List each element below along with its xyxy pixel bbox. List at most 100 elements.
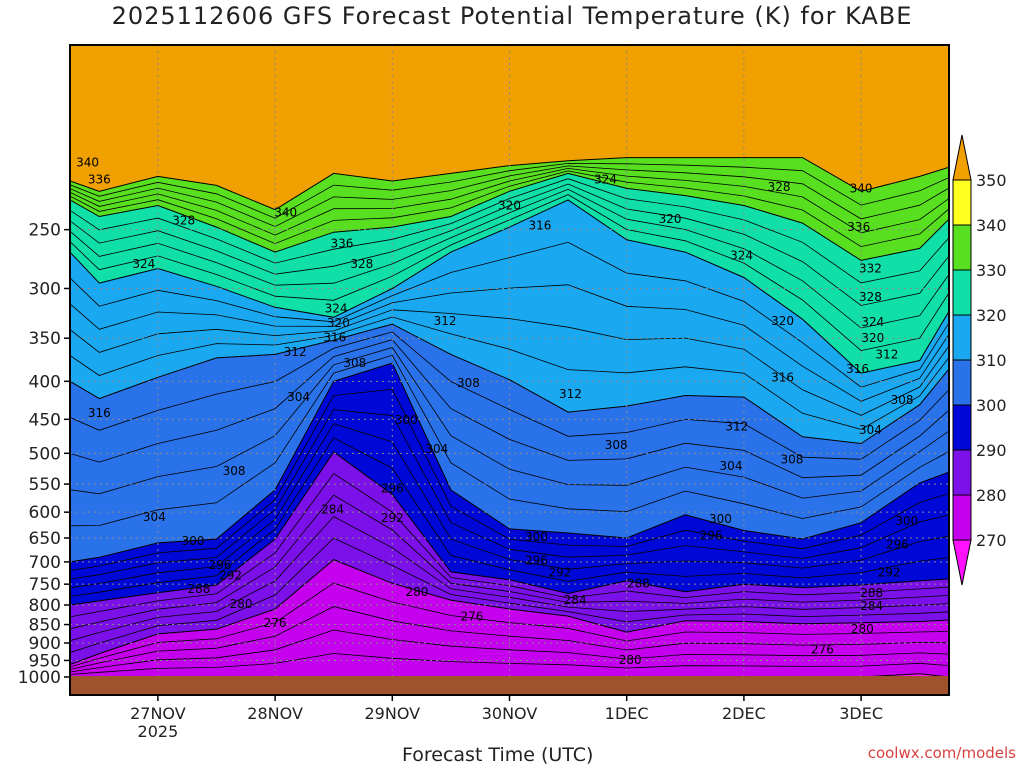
contour-label: 340 bbox=[850, 181, 873, 195]
isentrope-330 bbox=[70, 172, 949, 261]
contour-label: 296 bbox=[886, 537, 909, 551]
contour-label: 280 bbox=[619, 653, 642, 667]
contour-label: 280 bbox=[405, 585, 428, 599]
contour-label: 280 bbox=[230, 597, 253, 611]
isentrope-minor bbox=[70, 309, 949, 416]
contour-label: 300 bbox=[395, 413, 418, 427]
colorbar-label: 330 bbox=[976, 261, 1007, 280]
contour-label: 284 bbox=[564, 593, 587, 607]
x-tick-label: 1DEC bbox=[605, 704, 649, 723]
contour-label: 292 bbox=[548, 565, 571, 579]
colorbar: 350 340 330 320 310 300 290 280 270 bbox=[952, 134, 1007, 586]
contour-label: 308 bbox=[605, 438, 628, 452]
isentrope-minor bbox=[70, 165, 949, 228]
contour-label: 304 bbox=[425, 442, 448, 456]
y-tick-label: 600 bbox=[29, 503, 61, 523]
contour-label: 316 bbox=[846, 362, 869, 376]
x-tick-sublabel: 2025 bbox=[138, 722, 179, 741]
contour-label: 292 bbox=[219, 568, 242, 582]
colorbar-label: 270 bbox=[976, 531, 1007, 550]
contour-label: 284 bbox=[321, 502, 344, 516]
y-tick-label: 300 bbox=[29, 279, 61, 299]
contour-label: 296 bbox=[209, 558, 232, 572]
contour-label: 316 bbox=[771, 370, 794, 384]
contour-label: 304 bbox=[287, 390, 310, 404]
isentrope-minor bbox=[70, 331, 949, 460]
contour-label: 288 bbox=[187, 582, 210, 596]
contour-label: 324 bbox=[861, 315, 884, 329]
contour-label: 332 bbox=[859, 262, 882, 276]
isentrope-minor bbox=[70, 162, 949, 219]
ground-surface bbox=[70, 676, 949, 695]
y-tick-label: 750 bbox=[29, 575, 61, 595]
isentrope-minor bbox=[70, 354, 949, 527]
contour-label: 328 bbox=[859, 290, 882, 304]
y-tick-label: 1000 bbox=[18, 668, 61, 688]
colorbar-label: 280 bbox=[976, 486, 1007, 505]
colorbar-label: 320 bbox=[976, 306, 1007, 325]
x-tick-label: 2DEC bbox=[722, 704, 766, 723]
y-tick-label: 450 bbox=[29, 410, 61, 430]
contour-label: 340 bbox=[274, 205, 297, 219]
contour-label: 300 bbox=[709, 512, 732, 526]
contour-label: 304 bbox=[143, 510, 166, 524]
colorbar-label: 350 bbox=[976, 171, 1007, 190]
contour-label: 304 bbox=[720, 459, 743, 473]
credit-text: coolwx.com/models bbox=[867, 744, 1016, 762]
y-tick-label: 900 bbox=[29, 634, 61, 654]
isentrope-minor bbox=[70, 178, 949, 284]
colorbar-segment bbox=[952, 314, 972, 361]
contour-label: 296 bbox=[700, 528, 723, 542]
y-tick-label: 850 bbox=[29, 616, 61, 636]
x-axis-label: Forecast Time (UTC) bbox=[402, 744, 594, 766]
contour-label: 324 bbox=[132, 257, 155, 271]
contour-label: 312 bbox=[875, 347, 898, 361]
isentrope-minor bbox=[70, 423, 949, 589]
contour-label: 296 bbox=[525, 554, 548, 568]
contour-label: 300 bbox=[182, 534, 205, 548]
colorbar-label: 340 bbox=[976, 216, 1007, 235]
x-tick-label: 27NOV bbox=[130, 704, 186, 723]
contour-label: 320 bbox=[659, 212, 682, 226]
contour-label: 312 bbox=[284, 345, 307, 359]
colorbar-max-arrow bbox=[952, 134, 972, 181]
contour-label: 336 bbox=[88, 172, 111, 186]
colorbar-label: 300 bbox=[976, 396, 1007, 415]
colorbar-segment bbox=[952, 179, 972, 226]
contour-label: 308 bbox=[891, 393, 914, 407]
colorbar-min-arrow bbox=[952, 539, 972, 586]
isentrope-minor bbox=[70, 606, 949, 670]
colorbar-segment bbox=[952, 449, 972, 496]
isentrope-minor bbox=[70, 241, 949, 388]
chart-title: 2025112606 GFS Forecast Potential Temper… bbox=[111, 2, 913, 30]
isentrope-minor bbox=[70, 183, 949, 306]
contour-label: 308 bbox=[780, 453, 803, 467]
contour-label: 284 bbox=[860, 599, 883, 613]
contour-label: 312 bbox=[434, 314, 457, 328]
contour-label: 320 bbox=[861, 331, 884, 345]
colorbar-segment bbox=[952, 359, 972, 406]
y-tick-label: 950 bbox=[29, 651, 61, 671]
contour-label: 292 bbox=[381, 511, 404, 525]
x-tick-label: 29NOV bbox=[365, 704, 421, 723]
y-axis: 2503003504004505005506006507007508008509… bbox=[18, 221, 70, 688]
y-tick-label: 650 bbox=[29, 529, 61, 549]
contour-label: 324 bbox=[730, 249, 753, 263]
contour-label: 328 bbox=[172, 213, 195, 227]
contour-label: 320 bbox=[771, 314, 794, 328]
isentrope-minor bbox=[70, 347, 949, 499]
colorbar-segment bbox=[952, 269, 972, 316]
contour-label: 328 bbox=[350, 257, 373, 271]
isentrope-minor bbox=[70, 316, 949, 430]
colorbar-segment bbox=[952, 494, 972, 541]
contour-label: 320 bbox=[498, 199, 521, 213]
contour-label: 280 bbox=[851, 622, 874, 636]
isentrope-minor bbox=[70, 388, 949, 571]
contour-label: 296 bbox=[381, 482, 404, 496]
contour-label: 276 bbox=[264, 616, 287, 630]
colorbar-segment bbox=[952, 404, 972, 451]
